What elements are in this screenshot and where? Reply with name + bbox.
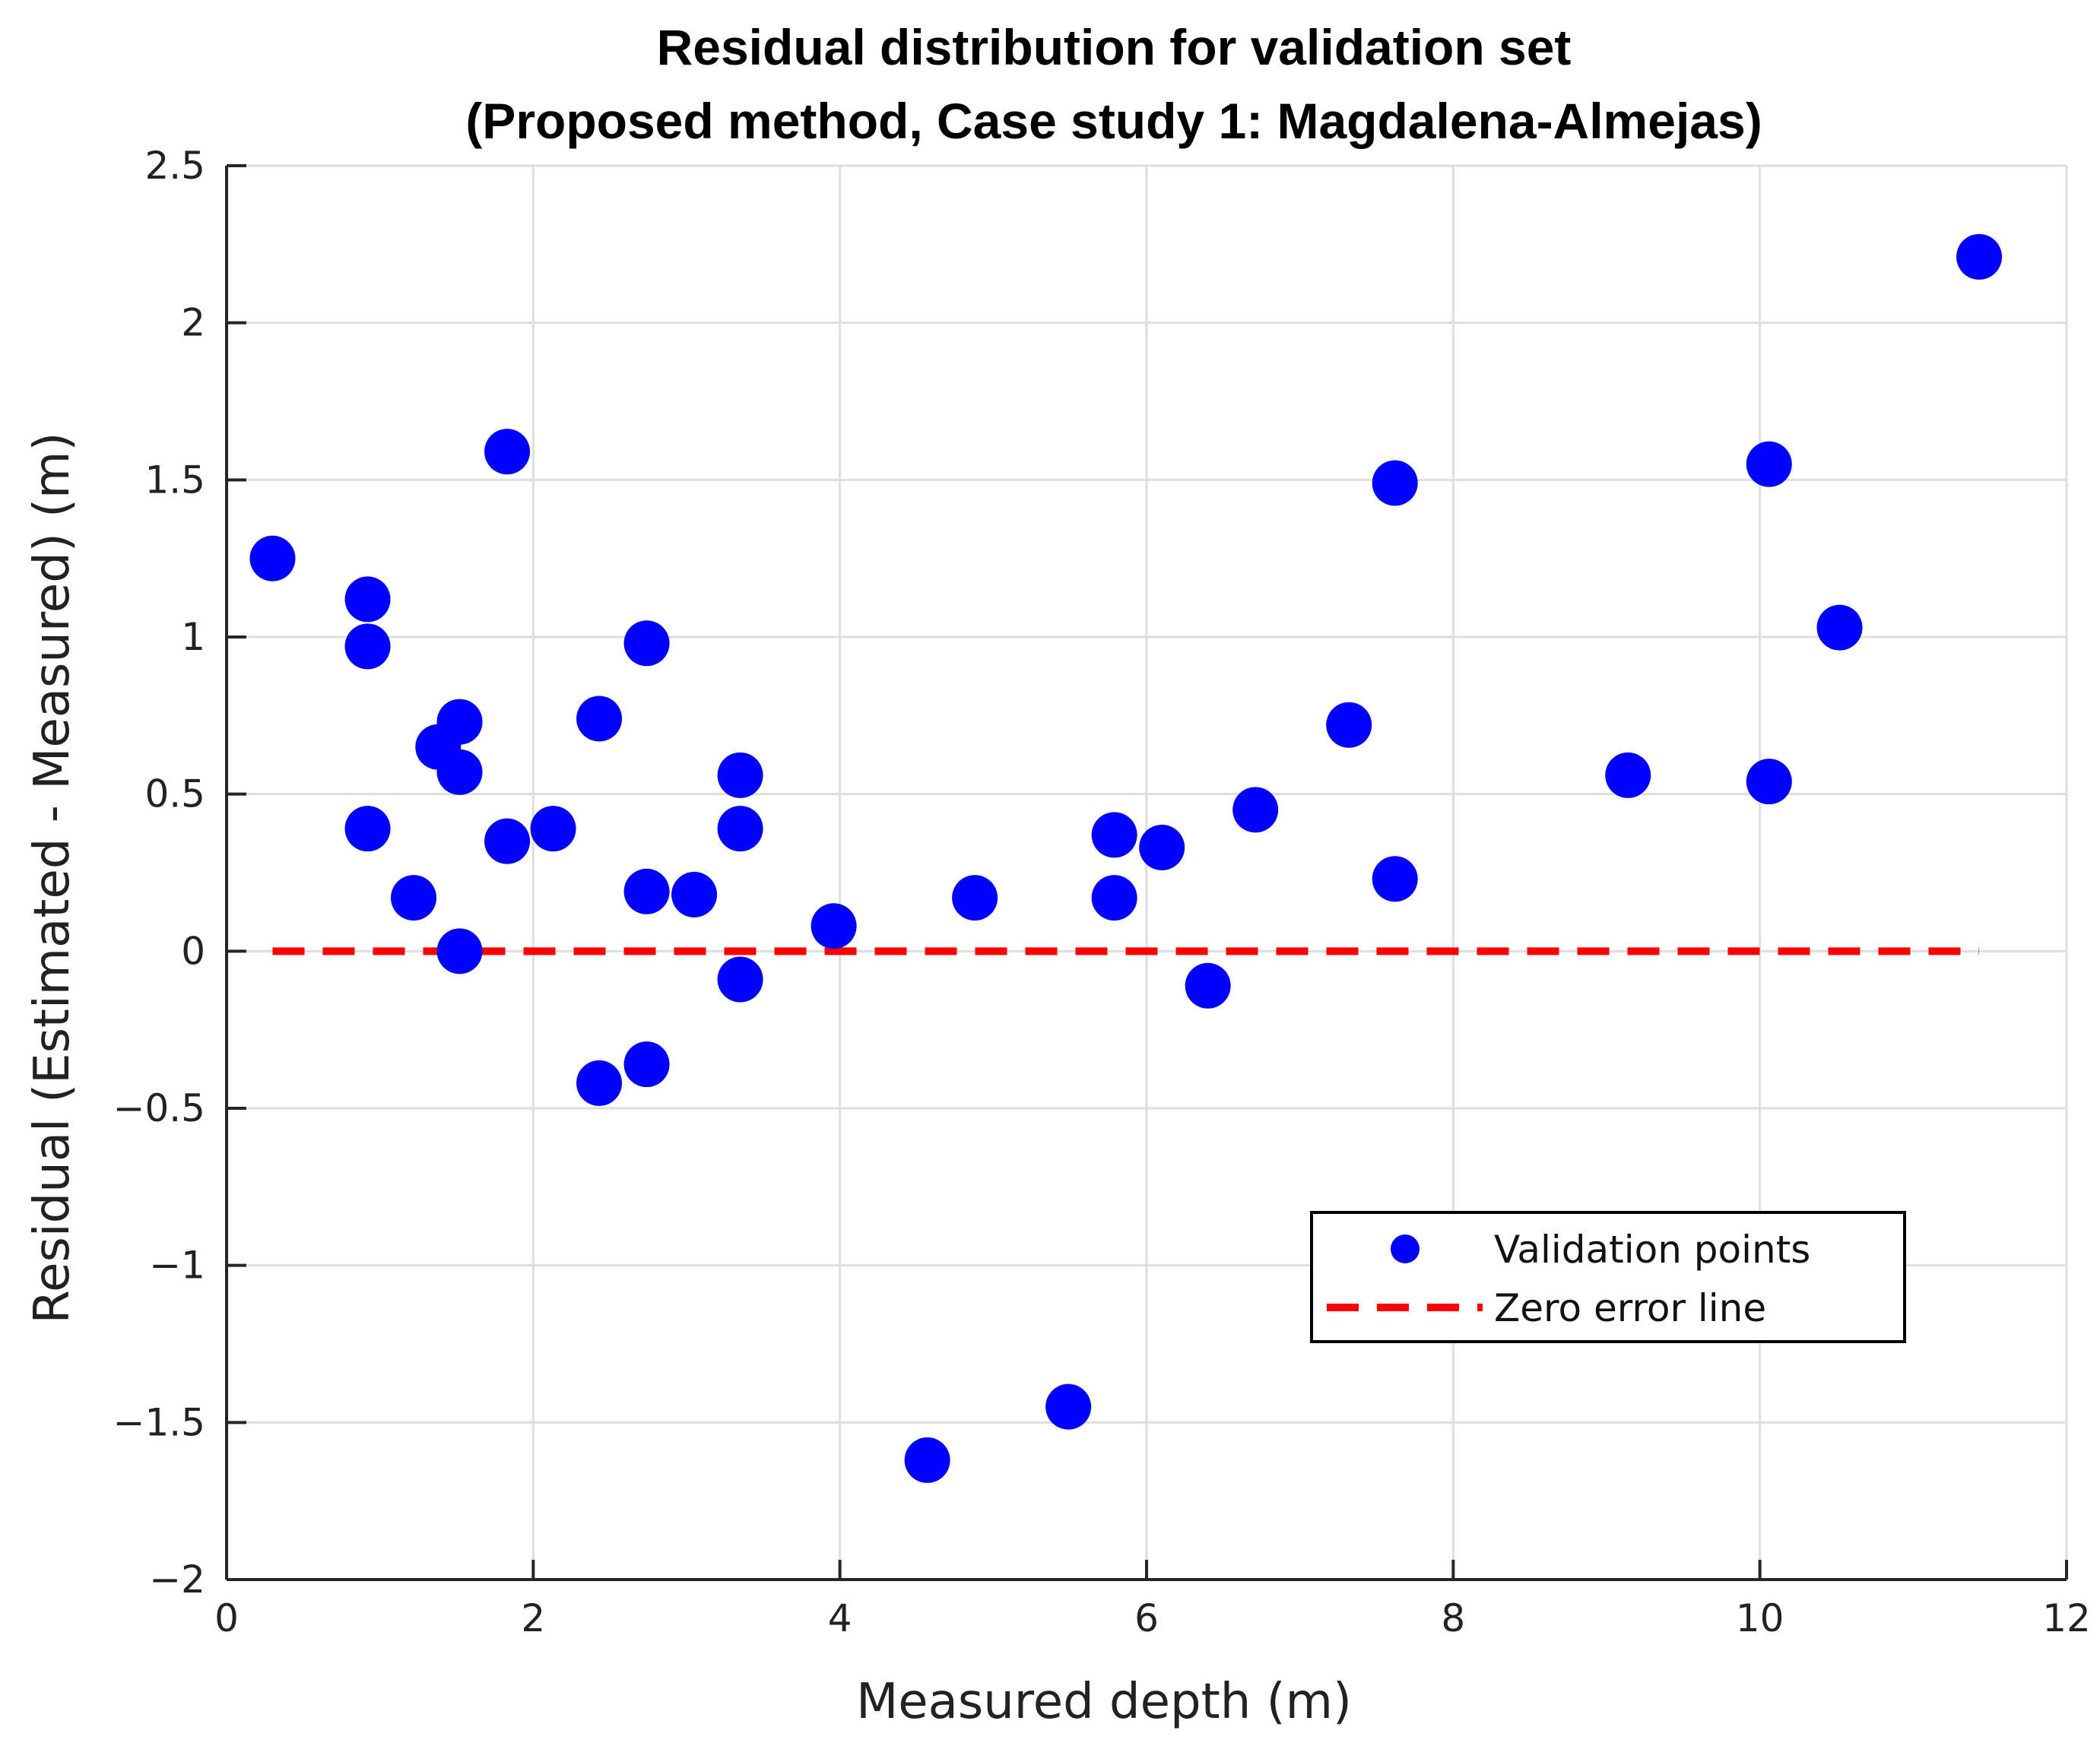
legend-box (1310, 1211, 1906, 1343)
validation-point (344, 806, 391, 852)
y-tick-label: 2 (181, 301, 205, 345)
validation-point (344, 623, 391, 670)
chart-title-line-1: Residual distribution for validation set (657, 19, 1572, 75)
validation-point (623, 1041, 670, 1088)
x-axis-label: Measured depth (m) (856, 1674, 1352, 1730)
validation-point (249, 535, 296, 582)
validation-point (1372, 460, 1418, 506)
validation-point (1605, 752, 1651, 798)
x-tick-label: 0 (214, 1596, 239, 1640)
validation-point (436, 928, 483, 974)
validation-point (436, 749, 483, 795)
validation-point (623, 868, 670, 914)
validation-point (576, 696, 623, 742)
y-tick-label: 1 (181, 615, 205, 659)
validation-point (671, 871, 718, 917)
validation-point (1746, 441, 1792, 487)
y-tick-label: 0 (181, 929, 205, 973)
y-axis-label: Residual (Estimated - Measured) (m) (24, 433, 81, 1324)
validation-point (436, 699, 483, 745)
y-tick-label: 1.5 (144, 458, 205, 502)
validation-point (484, 429, 531, 475)
validation-point (484, 818, 531, 864)
validation-point (1232, 787, 1279, 833)
x-tick-label: 6 (1134, 1596, 1159, 1640)
validation-point (904, 1437, 950, 1483)
legend-label-validation-points: Validation points (1494, 1228, 1810, 1272)
validation-point (717, 806, 763, 852)
validation-point (1746, 759, 1792, 805)
validation-point (1139, 824, 1185, 870)
y-tick-label: −1.5 (113, 1400, 205, 1444)
axes (225, 164, 2068, 1581)
y-tick-label: −1 (149, 1244, 205, 1288)
validation-point (391, 875, 437, 921)
y-tick-label: −2 (149, 1558, 205, 1602)
validation-point (1185, 962, 1231, 1009)
y-tick-label: −0.5 (113, 1086, 205, 1130)
validation-point (576, 1060, 623, 1106)
validation-point (717, 956, 763, 1003)
x-tick-label: 8 (1441, 1596, 1465, 1640)
validation-point (1045, 1383, 1092, 1430)
chart-title-line-2: (Proposed method, Case study 1: Magdalen… (465, 93, 1762, 149)
x-tick-label: 2 (521, 1596, 545, 1640)
validation-point (1326, 702, 1372, 748)
validation-point (717, 752, 763, 798)
legend-marker-validation-points (1391, 1234, 1420, 1263)
validation-point (1091, 812, 1137, 858)
x-tick-label: 4 (828, 1596, 852, 1640)
x-tick-label: 10 (1736, 1596, 1784, 1640)
x-tick-label: 12 (2042, 1596, 2091, 1640)
y-tick-label: 2.5 (144, 144, 205, 188)
validation-point (1372, 856, 1418, 902)
plot-series (249, 233, 2003, 1483)
validation-point (810, 903, 857, 949)
validation-point (623, 620, 670, 667)
legend-label-zero-error-line: Zero error line (1494, 1286, 1766, 1330)
y-tick-label: 0.5 (144, 772, 205, 816)
validation-point (344, 576, 391, 623)
validation-point (1956, 233, 2003, 280)
validation-point (530, 806, 576, 852)
tick-labels: 0 2 4 6 8 10 12 −2 −1.5 −1 −0.5 0 0.5 1 1.5 2 2.5 (113, 144, 2091, 1640)
legend: Validation points Zero error line (1310, 1211, 1906, 1343)
validation-point (1091, 875, 1137, 921)
validation-point (952, 875, 998, 921)
validation-point (1816, 604, 1863, 651)
